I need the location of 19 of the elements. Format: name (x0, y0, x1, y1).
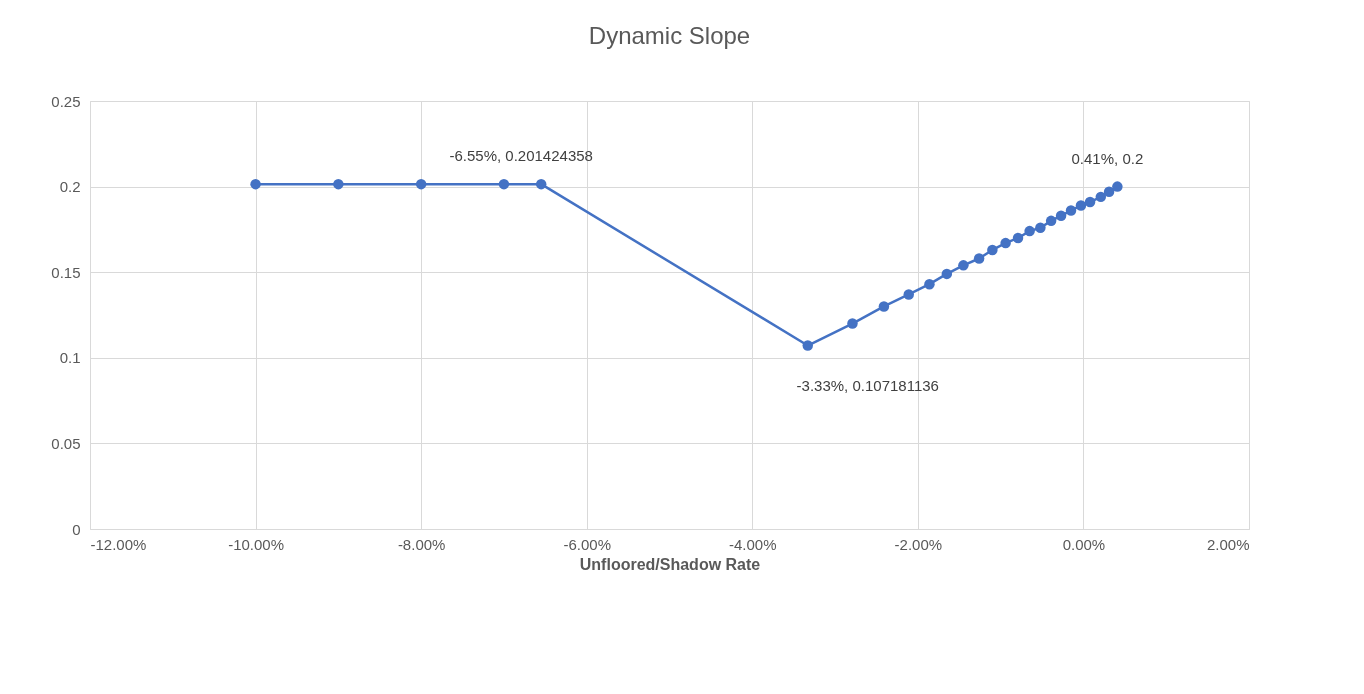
x-tick-label: -2.00% (894, 535, 943, 553)
x-axis-title: Unfloored/Shadow Rate (579, 555, 761, 573)
chart-title: Dynamic Slope (588, 22, 751, 49)
annotation: 0.41%, 0.2 (1071, 149, 1144, 167)
x-tick-label: -8.00% (397, 535, 446, 553)
y-tick-label: 0.05 (51, 434, 81, 452)
y-tick-label: 0.25 (51, 92, 81, 110)
x-tick-label: -10.00% (228, 535, 285, 553)
x-tick-label: 2.00% (1206, 535, 1250, 553)
annotation: -6.55%, 0.201424358 (449, 147, 593, 165)
y-tick-label: 0.1 (59, 349, 81, 367)
y-tick-label: 0 (72, 520, 81, 538)
y-tick-label: 0.15 (51, 263, 81, 281)
annotation: -3.33%, 0.107181136 (796, 376, 939, 394)
x-tick-label: -12.00% (90, 535, 147, 553)
x-tick-label: -4.00% (729, 535, 777, 553)
x-tick-label: -6.00% (563, 535, 611, 553)
y-tick-label: 0.2 (59, 178, 81, 196)
x-tick-label: 0.00% (1062, 535, 1106, 553)
